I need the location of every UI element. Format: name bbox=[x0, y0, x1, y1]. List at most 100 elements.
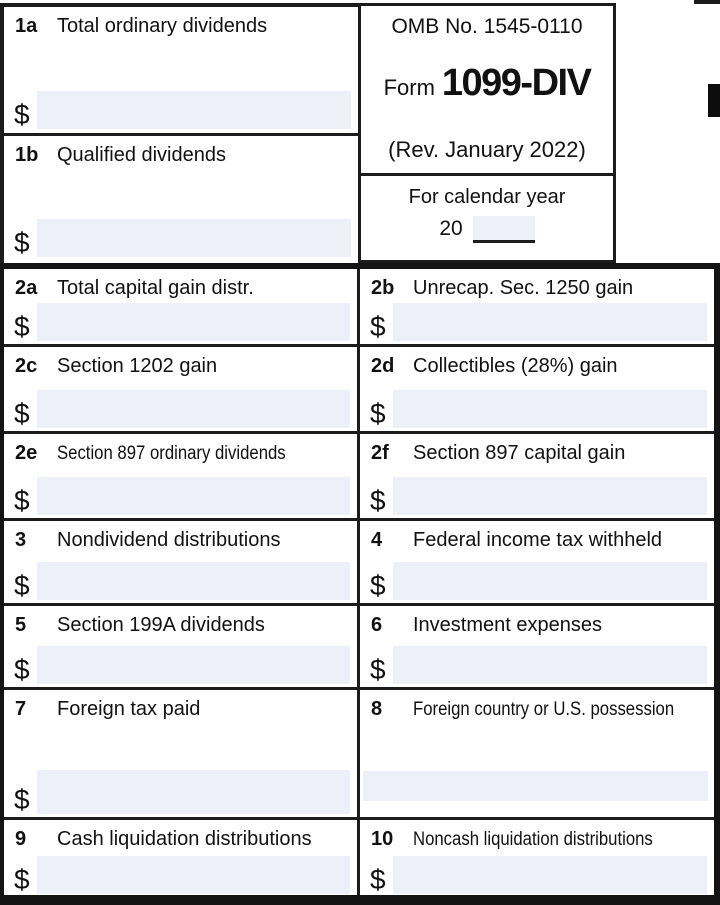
form-title: Form 1099-DIV bbox=[361, 62, 613, 105]
box-9-amount-input[interactable] bbox=[36, 856, 350, 894]
box-label-text: Foreign tax paid bbox=[57, 698, 201, 720]
box-label-text: Unrecap. Sec. 1250 gain bbox=[413, 277, 634, 299]
dollar-sign: $ bbox=[14, 99, 30, 131]
box-label-text: Investment expenses bbox=[413, 614, 602, 636]
dollar-sign: $ bbox=[370, 398, 386, 430]
box-1a-amount-row: $ bbox=[14, 91, 351, 129]
dollar-sign: $ bbox=[14, 570, 30, 602]
box-number: 2d bbox=[371, 355, 395, 377]
table-row: 5 Section 199A dividends $ 6 Investment ex… bbox=[4, 606, 714, 690]
dollar-sign: $ bbox=[14, 784, 30, 816]
dollar-sign: $ bbox=[370, 864, 386, 896]
omb-number: OMB No. 1545-0110 bbox=[391, 15, 583, 38]
box-4-amount-input[interactable] bbox=[392, 562, 707, 600]
form-number: 1099-DIV bbox=[441, 62, 592, 104]
box-label-text: Section 897 ordinary dividends bbox=[57, 443, 286, 464]
table-row: 9 Cash liquidation distributions $ 10 Nonc… bbox=[4, 820, 714, 895]
box-2f: 2f Section 897 capital gain $ bbox=[360, 434, 714, 518]
calendar-year-box: For calendar year 20 bbox=[358, 176, 616, 263]
box-number: 1b bbox=[15, 144, 39, 166]
box-label-text: Foreign country or U.S. possession bbox=[413, 699, 675, 720]
box-10-amount-input[interactable] bbox=[392, 856, 707, 894]
table-row: 2e Section 897 ordinary dividends $ 2f Sec… bbox=[4, 434, 714, 521]
table-row: 2a Total capital gain distr. $ 2b Unrecap.… bbox=[4, 269, 714, 347]
box-3-amount-input[interactable] bbox=[36, 562, 350, 600]
dollar-sign: $ bbox=[370, 654, 386, 686]
box-7-amount-input[interactable] bbox=[36, 770, 350, 814]
dollar-sign: $ bbox=[370, 485, 386, 517]
cutoff-border-fragment bbox=[694, 0, 720, 4]
box-2b: 2b Unrecap. Sec. 1250 gain $ bbox=[360, 269, 714, 344]
box-1a-amount-input[interactable] bbox=[36, 91, 351, 129]
box-label-text: Noncash liquidation distributions bbox=[413, 829, 653, 850]
dollar-sign: $ bbox=[370, 570, 386, 602]
box-label-text: Federal income tax withheld bbox=[413, 529, 663, 551]
box-2c-amount-input[interactable] bbox=[36, 390, 350, 428]
box-number: 6 bbox=[371, 614, 383, 636]
box-number: 2c bbox=[15, 355, 38, 377]
table-row: 3 Nondividend distributions $ 4 Federal in… bbox=[4, 521, 714, 606]
box-number: 2b bbox=[371, 277, 395, 299]
box-1a: 1a Total ordinary dividends $ bbox=[0, 3, 358, 133]
table-row: 7 Foreign tax paid $ 8 Foreign country or … bbox=[4, 690, 714, 820]
form-revision: (Rev. January 2022) bbox=[388, 137, 586, 162]
box-number: 2a bbox=[15, 277, 38, 299]
form-word: Form bbox=[383, 75, 435, 100]
form-header-box: OMB No. 1545-0110 Form 1099-DIV (Rev. Jan… bbox=[358, 3, 616, 176]
box-number: 10 bbox=[371, 828, 394, 850]
box-2e: 2e Section 897 ordinary dividends $ bbox=[4, 434, 360, 518]
box-1a-label: 1a Total ordinary dividends bbox=[4, 7, 358, 38]
box-label-text: Section 1202 gain bbox=[57, 355, 218, 377]
calendar-year-prefix: 20 bbox=[439, 217, 463, 240]
box-2c: 2c Section 1202 gain $ bbox=[4, 347, 360, 431]
box-2e-amount-input[interactable] bbox=[36, 477, 350, 515]
dollar-sign: $ bbox=[14, 864, 30, 896]
box-10: 10 Noncash liquidation distributions $ bbox=[360, 820, 714, 895]
box-number: 8 bbox=[371, 698, 383, 720]
box-label-text: Collectibles (28%) gain bbox=[413, 355, 618, 377]
amounts-table: 2a Total capital gain distr. $ 2b Unrecap.… bbox=[0, 263, 720, 905]
box-number: 5 bbox=[15, 614, 27, 636]
box-2a: 2a Total capital gain distr. $ bbox=[4, 269, 360, 344]
box-label-text: Section 199A dividends bbox=[57, 614, 265, 636]
dollar-sign: $ bbox=[14, 654, 30, 686]
dollar-sign: $ bbox=[14, 227, 30, 259]
table-row: 2c Section 1202 gain $ 2d Collectibles (28… bbox=[4, 347, 714, 434]
box-2a-amount-input[interactable] bbox=[36, 303, 350, 341]
dollar-sign: $ bbox=[14, 398, 30, 430]
dollar-sign: $ bbox=[370, 311, 386, 343]
box-2f-amount-input[interactable] bbox=[392, 477, 707, 515]
box-number: 7 bbox=[15, 698, 27, 720]
dollar-sign: $ bbox=[14, 485, 30, 517]
box-8-country-input[interactable] bbox=[363, 771, 708, 801]
box-2b-amount-input[interactable] bbox=[392, 303, 707, 341]
box-3: 3 Nondividend distributions $ bbox=[4, 521, 360, 603]
box-4: 4 Federal income tax withheld $ bbox=[360, 521, 714, 603]
box-label-text: Nondividend distributions bbox=[57, 529, 281, 551]
box-1b-label: 1b Qualified dividends bbox=[4, 136, 358, 167]
box-5: 5 Section 199A dividends $ bbox=[4, 606, 360, 687]
box-label-text: Cash liquidation distributions bbox=[57, 828, 312, 850]
box-label-text: Qualified dividends bbox=[57, 144, 226, 166]
box-number: 3 bbox=[15, 529, 27, 551]
calendar-year-input[interactable] bbox=[472, 216, 535, 243]
dollar-sign: $ bbox=[14, 311, 30, 343]
box-number: 1a bbox=[15, 15, 38, 37]
calendar-year-text: For calendar year bbox=[408, 186, 566, 208]
box-label-text: Section 897 capital gain bbox=[413, 442, 626, 464]
box-number: 9 bbox=[15, 828, 27, 850]
box-5-amount-input[interactable] bbox=[36, 646, 350, 684]
box-1b-amount-row: $ bbox=[14, 219, 351, 257]
box-label-text: Total capital gain distr. bbox=[57, 277, 254, 299]
box-1b: 1b Qualified dividends $ bbox=[0, 133, 358, 263]
box-2d: 2d Collectibles (28%) gain $ bbox=[360, 347, 714, 431]
cutoff-black-fragment bbox=[708, 84, 720, 117]
box-7: 7 Foreign tax paid $ bbox=[4, 690, 360, 817]
box-1b-amount-input[interactable] bbox=[36, 219, 351, 257]
box-number: 2f bbox=[371, 442, 389, 464]
box-label-text: Total ordinary dividends bbox=[57, 15, 268, 37]
box-6-amount-input[interactable] bbox=[392, 646, 707, 684]
box-8: 8 Foreign country or U.S. possession bbox=[360, 690, 714, 817]
box-2d-amount-input[interactable] bbox=[392, 390, 707, 428]
